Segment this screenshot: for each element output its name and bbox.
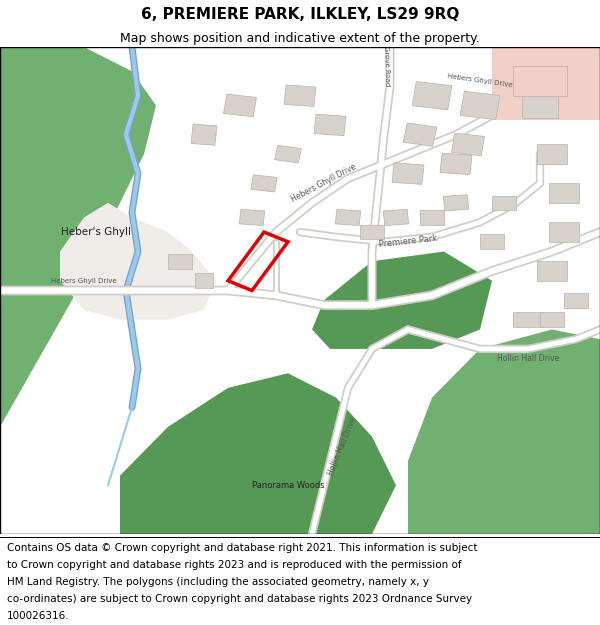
Polygon shape <box>312 251 492 349</box>
Text: Hollin Hall Drive: Hollin Hall Drive <box>497 354 559 363</box>
Bar <box>460 91 500 119</box>
Text: Hebers Ghyll Drive: Hebers Ghyll Drive <box>290 162 358 204</box>
Bar <box>251 175 277 192</box>
Bar <box>549 183 579 203</box>
Bar <box>168 254 192 269</box>
Bar <box>420 210 444 225</box>
Bar <box>522 93 558 118</box>
Text: Hebers Ghyll Drive: Hebers Ghyll Drive <box>51 278 117 284</box>
Bar <box>564 293 588 308</box>
Bar <box>360 225 384 239</box>
Bar <box>451 133 485 156</box>
Bar <box>513 66 567 96</box>
Bar <box>191 124 217 145</box>
Bar <box>275 145 301 163</box>
Text: Grove Road: Grove Road <box>383 46 391 87</box>
Bar <box>513 312 543 327</box>
Bar <box>195 274 213 288</box>
Bar <box>392 163 424 184</box>
Bar <box>284 85 316 106</box>
Polygon shape <box>60 203 216 320</box>
Text: Map shows position and indicative extent of the property.: Map shows position and indicative extent… <box>120 32 480 45</box>
Text: 6, PREMIERE PARK, ILKLEY, LS29 9RQ: 6, PREMIERE PARK, ILKLEY, LS29 9RQ <box>141 7 459 22</box>
Text: to Crown copyright and database rights 2023 and is reproduced with the permissio: to Crown copyright and database rights 2… <box>7 560 462 570</box>
Polygon shape <box>120 373 396 534</box>
Bar <box>335 209 361 226</box>
Text: co-ordinates) are subject to Crown copyright and database rights 2023 Ordnance S: co-ordinates) are subject to Crown copyr… <box>7 594 472 604</box>
Bar <box>383 209 409 226</box>
Bar <box>492 196 516 210</box>
Bar <box>540 312 564 327</box>
Bar <box>549 222 579 242</box>
Bar <box>443 195 469 211</box>
Text: Heber's Ghyll: Heber's Ghyll <box>61 227 131 237</box>
Text: Contains OS data © Crown copyright and database right 2021. This information is : Contains OS data © Crown copyright and d… <box>7 543 478 553</box>
Bar <box>223 94 257 117</box>
Bar <box>239 209 265 226</box>
Text: 100026316.: 100026316. <box>7 611 70 621</box>
Text: Hebers Ghyll Drive: Hebers Ghyll Drive <box>447 74 513 89</box>
Text: Panorama Woods: Panorama Woods <box>251 481 325 490</box>
Polygon shape <box>0 47 156 461</box>
Text: Premiere Park: Premiere Park <box>378 234 438 249</box>
Text: HM Land Registry. The polygons (including the associated geometry, namely x, y: HM Land Registry. The polygons (includin… <box>7 577 429 587</box>
Polygon shape <box>408 329 600 534</box>
Bar <box>537 261 567 281</box>
Bar <box>314 114 346 136</box>
Text: Hollin Hall Drive: Hollin Hall Drive <box>326 416 358 477</box>
Bar <box>403 123 437 146</box>
Bar <box>440 153 472 174</box>
Bar <box>480 234 504 249</box>
Bar <box>412 82 452 110</box>
Bar <box>537 144 567 164</box>
Polygon shape <box>492 47 600 120</box>
